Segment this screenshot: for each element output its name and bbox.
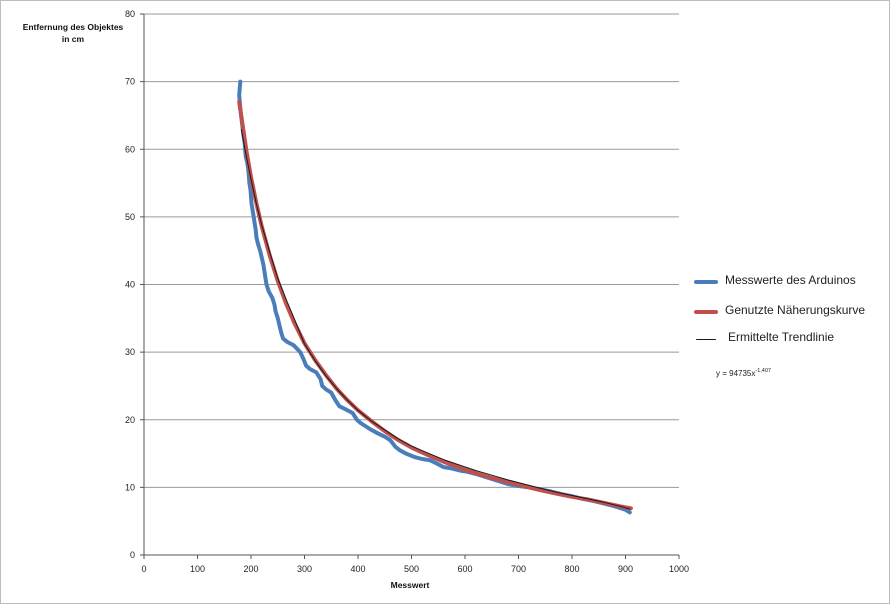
legend-item-naeherung: Genutzte Näherungskurve (690, 303, 885, 319)
legend-label-naeherung: Genutzte Näherungskurve (725, 303, 866, 317)
y-tick-label-30: 30 (125, 347, 135, 357)
series-trendlinie-line (240, 129, 631, 510)
legend-swatch-messwerte (694, 280, 718, 284)
x-tick-label-300: 300 (297, 564, 312, 574)
y-tick-label-0: 0 (130, 550, 135, 560)
x-tick-label-400: 400 (350, 564, 365, 574)
trendline-equation: y = 94735x-1,407 (716, 368, 771, 378)
y-axis-label-line-1: Entfernung des Objektes (22, 22, 124, 32)
x-axis-label: Messwert (390, 580, 430, 590)
axes (140, 13, 680, 559)
x-tick-label-700: 700 (511, 564, 526, 574)
y-tick-label-80: 80 (125, 9, 135, 19)
x-tick-label-500: 500 (404, 564, 419, 574)
y-tick-labels: 0 10 20 30 40 50 60 70 80 (125, 9, 135, 560)
y-tick-label-70: 70 (125, 77, 135, 87)
y-tick-label-60: 60 (125, 144, 135, 154)
grid-lines (144, 13, 679, 488)
legend-swatch-naeherung (694, 310, 718, 314)
x-tick-labels: 0 100 200 300 400 500 600 700 800 900 1000 (141, 564, 689, 574)
x-tick-label-1000: 1000 (669, 564, 689, 574)
x-tick-label-100: 100 (190, 564, 205, 574)
equation-base: y = 94735x (716, 369, 756, 378)
legend-label-messwerte: Messwerte des Arduinos (725, 273, 856, 287)
x-tick-label-900: 900 (618, 564, 633, 574)
legend-item-messwerte: Messwerte des Arduinos (690, 273, 885, 289)
x-tick-label-600: 600 (457, 564, 472, 574)
equation-exponent: -1,407 (755, 368, 771, 374)
y-axis-label: Entfernung des Objektes in cm (8, 21, 138, 45)
series-messwerte-line (237, 79, 632, 515)
y-tick-label-20: 20 (125, 415, 135, 425)
series-lines (237, 79, 633, 515)
y-tick-label-50: 50 (125, 212, 135, 222)
y-tick-label-40: 40 (125, 280, 135, 290)
x-tick-label-200: 200 (243, 564, 258, 574)
y-axis-label-line-2: in cm (61, 34, 85, 44)
legend-swatch-trendlinie (696, 339, 716, 340)
x-tick-label-0: 0 (141, 564, 146, 574)
y-tick-label-10: 10 (125, 482, 135, 492)
series-naeherung-line (237, 99, 633, 511)
legend-label-trendlinie: Ermittelte Trendlinie (728, 330, 835, 344)
legend-item-trendlinie: Ermittelte Trendlinie (690, 330, 885, 346)
x-tick-label-800: 800 (564, 564, 579, 574)
